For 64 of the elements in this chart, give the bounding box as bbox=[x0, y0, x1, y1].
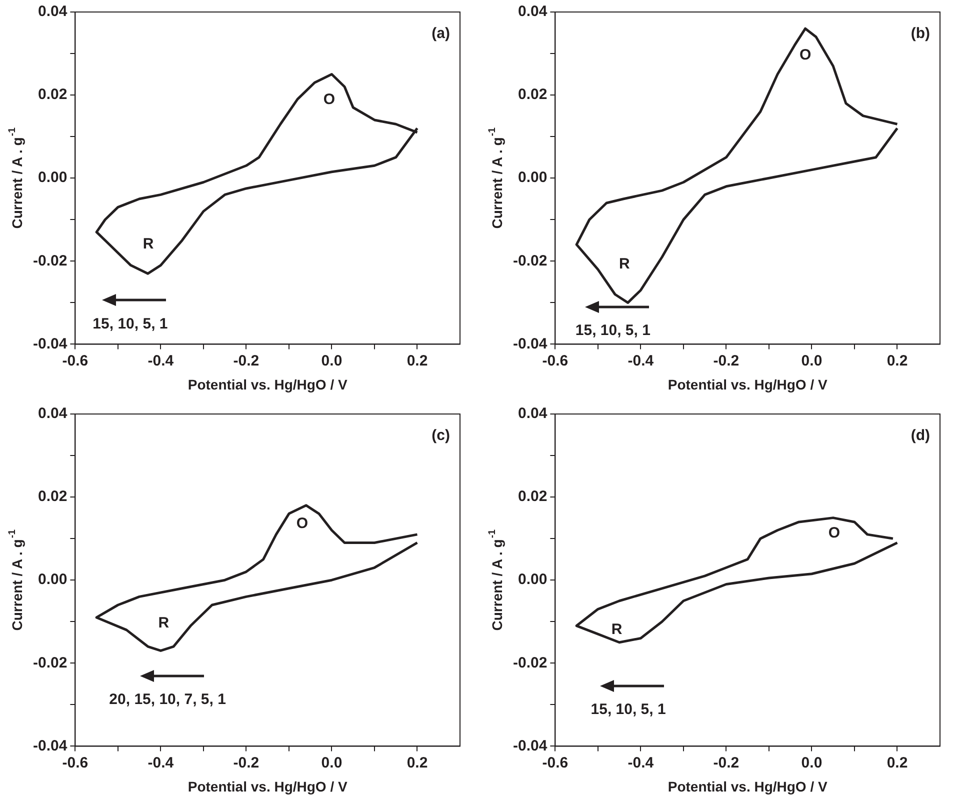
x-tick-label: -0.6 bbox=[62, 352, 88, 370]
y-tick-label: 0.04 bbox=[38, 405, 68, 422]
x-tick-label: 0.2 bbox=[886, 352, 908, 370]
annotation: 15, 10, 5, 1 bbox=[92, 315, 168, 332]
x-tick-label: -0.2 bbox=[233, 754, 260, 772]
y-tick-label: 0.04 bbox=[518, 3, 548, 20]
y-tick-label: 0.02 bbox=[38, 488, 68, 506]
annotation: (b) bbox=[910, 25, 930, 42]
y-tick-label: 0.04 bbox=[518, 405, 548, 422]
x-tick-label: -0.2 bbox=[713, 352, 740, 370]
x-tick-label: 0.0 bbox=[801, 754, 822, 772]
x-tick-label: -0.4 bbox=[628, 352, 654, 370]
annotation: R bbox=[619, 256, 630, 273]
annotation: O bbox=[323, 91, 336, 108]
x-tick-label: -0.2 bbox=[713, 754, 740, 772]
x-tick-label: -0.6 bbox=[542, 352, 568, 370]
annotation: 15, 10, 5, 1 bbox=[575, 322, 650, 340]
y-tick-label: 0.00 bbox=[518, 571, 548, 588]
x-tick-label: 0.0 bbox=[801, 352, 822, 370]
x-tick-label: 0.0 bbox=[321, 352, 342, 370]
annotation: O bbox=[828, 524, 840, 542]
annotation: 20, 15, 10, 7, 5, 1 bbox=[109, 690, 226, 708]
annotation: (c) bbox=[432, 427, 450, 444]
y-tick-label: -0.02 bbox=[32, 654, 68, 672]
y-axis-title: Current / A . g-1 bbox=[487, 528, 505, 631]
annotation: (a) bbox=[432, 25, 450, 42]
y-axis-title: Current / A . g-1 bbox=[7, 528, 25, 631]
x-tick-label: -0.4 bbox=[628, 754, 654, 772]
annotation: R bbox=[158, 614, 170, 632]
y-tick-label: -0.02 bbox=[512, 654, 548, 672]
x-tick-label: -0.4 bbox=[148, 754, 174, 772]
annotation: O bbox=[296, 514, 308, 532]
y-tick-label: -0.04 bbox=[32, 335, 68, 352]
x-axis-title: Potential vs. Hg/HgO / V bbox=[188, 778, 348, 794]
x-tick-label: -0.4 bbox=[148, 352, 174, 370]
y-tick-label: -0.04 bbox=[512, 737, 548, 754]
x-tick-label: 0.2 bbox=[886, 754, 908, 772]
x-tick-label: -0.6 bbox=[542, 754, 568, 772]
y-tick-label: 0.00 bbox=[518, 169, 548, 186]
x-axis-title: Potential vs. Hg/HgO / V bbox=[188, 376, 348, 392]
y-tick-label: -0.04 bbox=[32, 737, 68, 754]
x-axis-title: Potential vs. Hg/HgO / V bbox=[668, 376, 828, 392]
y-tick-label: -0.02 bbox=[32, 252, 68, 270]
annotation: 15, 10, 5, 1 bbox=[590, 700, 666, 718]
annotation: (d) bbox=[910, 427, 930, 444]
y-axis-title: Current / A . g-1 bbox=[7, 126, 25, 229]
x-tick-label: 0.2 bbox=[406, 754, 428, 772]
annotation: O bbox=[799, 46, 812, 64]
y-axis-title: Current / A . g-1 bbox=[487, 126, 505, 229]
y-tick-label: 0.04 bbox=[38, 3, 68, 20]
y-tick-label: 0.02 bbox=[518, 86, 548, 104]
y-tick-label: 0.00 bbox=[38, 571, 68, 588]
x-tick-label: 0.0 bbox=[321, 754, 342, 772]
y-tick-label: 0.02 bbox=[518, 488, 548, 506]
annotation: R bbox=[142, 236, 154, 253]
y-tick-label: 0.02 bbox=[38, 86, 68, 104]
x-tick-label: -0.6 bbox=[62, 754, 88, 772]
x-axis-title: Potential vs. Hg/HgO / V bbox=[668, 778, 828, 794]
y-tick-label: -0.02 bbox=[512, 252, 548, 270]
x-tick-label: -0.2 bbox=[233, 352, 260, 370]
y-tick-label: -0.04 bbox=[512, 335, 548, 352]
x-tick-label: 0.2 bbox=[406, 352, 428, 370]
annotation: R bbox=[611, 621, 622, 638]
y-tick-label: 0.00 bbox=[38, 169, 68, 186]
